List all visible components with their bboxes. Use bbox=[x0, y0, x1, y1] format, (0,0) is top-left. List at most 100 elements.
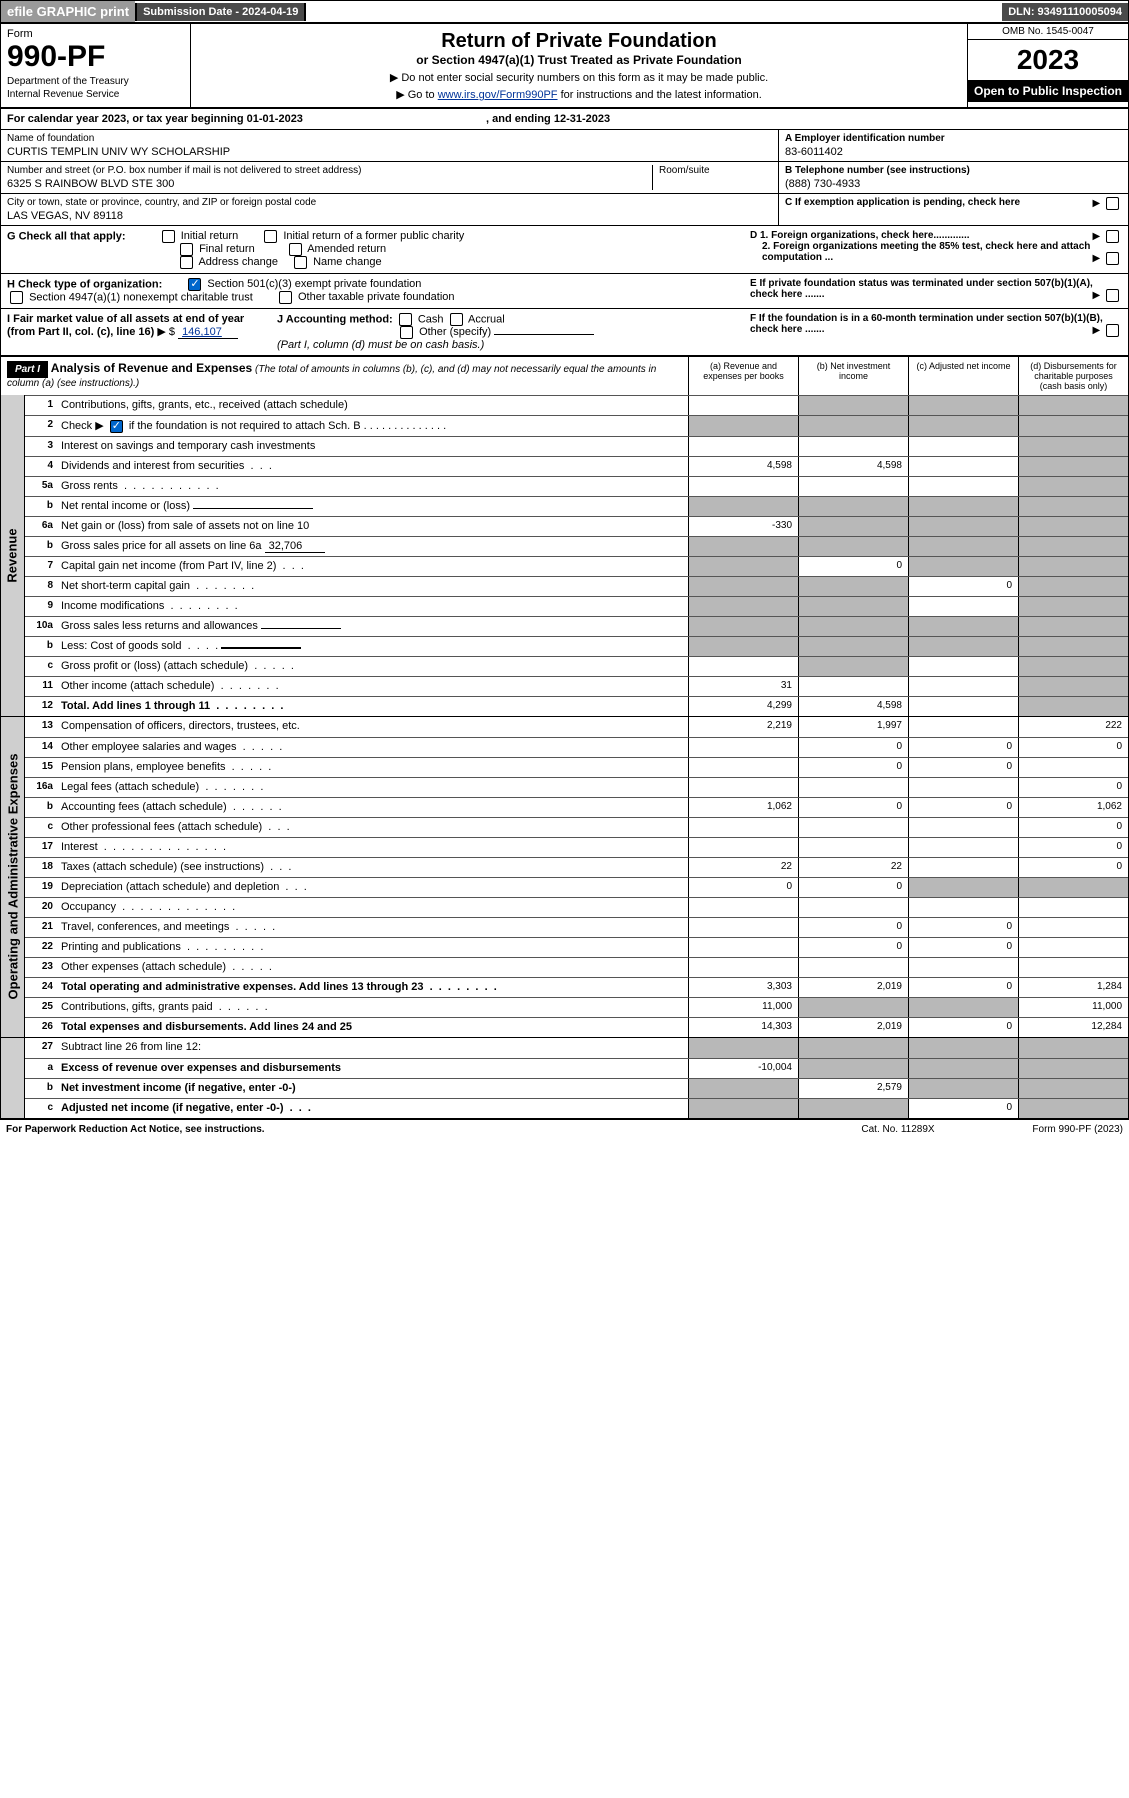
tel-value: (888) 730-4933 bbox=[785, 178, 1122, 190]
r5b-txt: Net rental income or (loss) bbox=[61, 500, 190, 512]
revenue-section: Revenue 1Contributions, gifts, grants, e… bbox=[1, 395, 1128, 716]
h-501c3-cb[interactable] bbox=[188, 278, 201, 291]
r18-d: 0 bbox=[1018, 858, 1128, 877]
h-other-cb[interactable] bbox=[279, 291, 292, 304]
line-7: Capital gain net income (from Part IV, l… bbox=[57, 557, 688, 576]
cal-begin: 01-01-2023 bbox=[247, 113, 303, 125]
r21-b: 0 bbox=[798, 918, 908, 937]
r5b-field[interactable] bbox=[193, 508, 313, 509]
g-initial-former-cb[interactable] bbox=[264, 230, 277, 243]
tel-row: B Telephone number (see instructions) (8… bbox=[779, 162, 1128, 194]
r10b-field[interactable] bbox=[221, 647, 301, 649]
city-state-zip: LAS VEGAS, NV 89118 bbox=[7, 210, 772, 222]
efile-badge[interactable]: efile GRAPHIC print bbox=[1, 1, 135, 22]
r26-d: 12,284 bbox=[1018, 1018, 1128, 1037]
r14-d: 0 bbox=[1018, 738, 1128, 757]
cal-mid: , and ending bbox=[486, 113, 554, 125]
line-11: Other income (attach schedule) . . . . .… bbox=[57, 677, 688, 696]
entity-left: Name of foundation CURTIS TEMPLIN UNIV W… bbox=[1, 130, 778, 225]
addr-label: Number and street (or P.O. box number if… bbox=[7, 165, 652, 176]
header-right: OMB No. 1545-0047 2023 Open to Public In… bbox=[968, 24, 1128, 107]
g-address-cb[interactable] bbox=[180, 256, 193, 269]
r6b-pre: Gross sales price for all assets on line… bbox=[61, 540, 262, 552]
f-cb[interactable] bbox=[1106, 324, 1119, 337]
j-o2: Accrual bbox=[468, 313, 505, 325]
r14-c: 0 bbox=[908, 738, 1018, 757]
form-number: 990-PF bbox=[7, 40, 184, 74]
g-amended-cb[interactable] bbox=[289, 243, 302, 256]
e-cb[interactable] bbox=[1106, 289, 1119, 302]
header-center: Return of Private Foundation or Section … bbox=[191, 24, 968, 107]
j-cash-cb[interactable] bbox=[399, 313, 412, 326]
r10a-field[interactable] bbox=[261, 628, 341, 629]
c-label: C If exemption application is pending, c… bbox=[785, 197, 1020, 208]
ein-value: 83-6011402 bbox=[785, 146, 1122, 158]
col-c-header: (c) Adjusted net income bbox=[908, 357, 1018, 395]
r23-txt: Other expenses (attach schedule) bbox=[61, 961, 226, 973]
line27-section: 27Subtract line 26 from line 12: aExcess… bbox=[1, 1037, 1128, 1118]
j-other-field[interactable] bbox=[494, 334, 594, 335]
g-final-cb[interactable] bbox=[180, 243, 193, 256]
form-label: Form bbox=[7, 28, 184, 40]
r25-d: 11,000 bbox=[1018, 998, 1128, 1017]
expenses-side-label: Operating and Administrative Expenses bbox=[1, 717, 25, 1037]
d1-cb[interactable] bbox=[1106, 230, 1119, 243]
g-o1: Initial return bbox=[181, 230, 238, 242]
r22-txt: Printing and publications bbox=[61, 941, 181, 953]
h-4947-cb[interactable] bbox=[10, 291, 23, 304]
cal-end: 12-31-2023 bbox=[554, 113, 610, 125]
form-header: Form 990-PF Department of the Treasury I… bbox=[1, 24, 1128, 109]
g-label: G Check all that apply: bbox=[7, 230, 126, 242]
foundation-name-row: Name of foundation CURTIS TEMPLIN UNIV W… bbox=[1, 130, 778, 162]
r17-d: 0 bbox=[1018, 838, 1128, 857]
section-g: G Check all that apply: Initial return I… bbox=[7, 230, 742, 269]
line-5b: Net rental income or (loss) bbox=[57, 497, 688, 516]
r26-a: 14,303 bbox=[688, 1018, 798, 1037]
j-note: (Part I, column (d) must be on cash basi… bbox=[277, 339, 484, 351]
r10b-txt: Less: Cost of goods sold bbox=[61, 640, 181, 652]
c-checkbox[interactable] bbox=[1106, 197, 1119, 210]
form-container: efile GRAPHIC print Submission Date - 20… bbox=[0, 0, 1129, 1119]
line-27b: Net investment income (if negative, ente… bbox=[57, 1079, 688, 1098]
omb-number: OMB No. 1545-0047 bbox=[968, 24, 1128, 40]
r13-d: 222 bbox=[1018, 717, 1128, 737]
line-27c: Adjusted net income (if negative, enter … bbox=[57, 1099, 688, 1118]
r14-b: 0 bbox=[798, 738, 908, 757]
r24-a: 3,303 bbox=[688, 978, 798, 997]
name-label: Name of foundation bbox=[7, 133, 772, 144]
d2-cb[interactable] bbox=[1106, 252, 1119, 265]
section-d: D 1. Foreign organizations, check here..… bbox=[742, 230, 1122, 269]
top-bar: efile GRAPHIC print Submission Date - 20… bbox=[1, 1, 1128, 24]
page-footer: For Paperwork Reduction Act Notice, see … bbox=[0, 1119, 1129, 1139]
r27a-a: -10,004 bbox=[688, 1059, 798, 1078]
tax-year: 2023 bbox=[968, 40, 1128, 80]
r21-c: 0 bbox=[908, 918, 1018, 937]
cal-pre: For calendar year 2023, or tax year begi… bbox=[7, 113, 247, 125]
line-2: Check ▶ if the foundation is not require… bbox=[57, 416, 688, 436]
r12-a: 4,299 bbox=[688, 697, 798, 716]
g-name-cb[interactable] bbox=[294, 256, 307, 269]
g-initial-cb[interactable] bbox=[162, 230, 175, 243]
fmv-value[interactable]: 146,107 bbox=[178, 326, 238, 339]
expenses-text: Operating and Administrative Expenses bbox=[5, 754, 20, 1000]
r15-c: 0 bbox=[908, 758, 1018, 777]
r18-b: 22 bbox=[798, 858, 908, 877]
part1-title: Analysis of Revenue and Expenses bbox=[51, 361, 252, 375]
r2-pre: Check ▶ bbox=[61, 420, 107, 432]
line-18: Taxes (attach schedule) (see instruction… bbox=[57, 858, 688, 877]
line-10a: Gross sales less returns and allowances bbox=[57, 617, 688, 636]
j-accrual-cb[interactable] bbox=[450, 313, 463, 326]
schb-cb[interactable] bbox=[110, 420, 123, 433]
calendar-year-row: For calendar year 2023, or tax year begi… bbox=[1, 109, 1128, 130]
cat-number: Cat. No. 11289X bbox=[823, 1124, 973, 1135]
r14-txt: Other employee salaries and wages bbox=[61, 741, 236, 753]
line-8: Net short-term capital gain . . . . . . … bbox=[57, 577, 688, 596]
g-o2: Initial return of a former public charit… bbox=[283, 230, 464, 242]
r13-b: 1,997 bbox=[798, 717, 908, 737]
instr-1: ▶ Do not enter social security numbers o… bbox=[197, 71, 961, 84]
r27b-b: 2,579 bbox=[798, 1079, 908, 1098]
j-other-cb[interactable] bbox=[400, 326, 413, 339]
r16b-d: 1,062 bbox=[1018, 798, 1128, 817]
instr-link[interactable]: www.irs.gov/Form990PF bbox=[438, 89, 558, 101]
r9-txt: Income modifications bbox=[61, 600, 164, 612]
